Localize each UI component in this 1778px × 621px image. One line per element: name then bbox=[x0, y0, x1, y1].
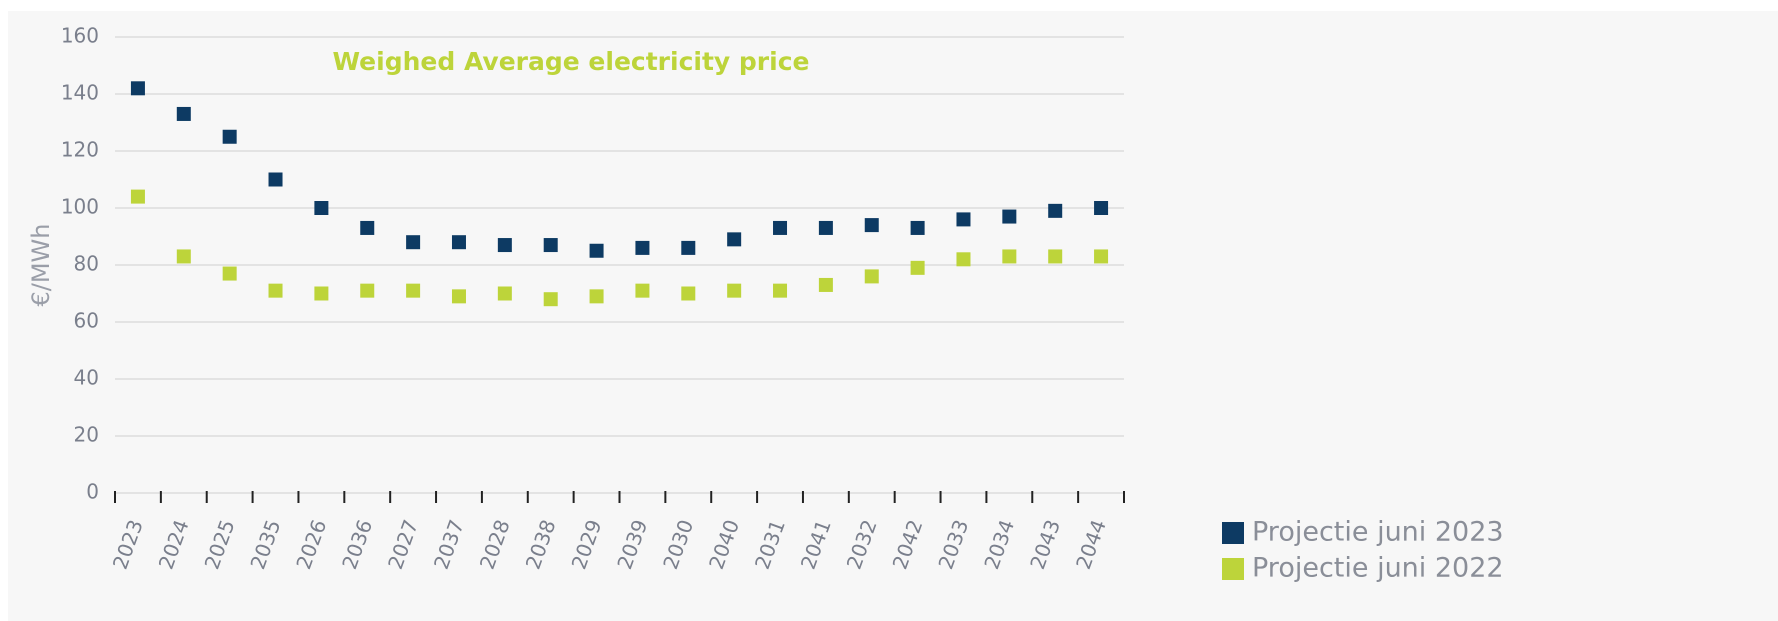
y-axis-label: €/MWh bbox=[27, 223, 55, 306]
marker bbox=[910, 260, 925, 275]
marker bbox=[268, 283, 283, 298]
marker bbox=[176, 249, 191, 264]
marker bbox=[360, 283, 375, 298]
legend-swatch bbox=[1222, 558, 1244, 580]
y-tick-label: 120 bbox=[61, 138, 99, 162]
chart-title: Weighed Average electricity price bbox=[333, 47, 810, 76]
y-tick-label: 100 bbox=[61, 195, 99, 219]
y-tick-label: 140 bbox=[61, 81, 99, 105]
y-tick-label: 80 bbox=[74, 252, 99, 276]
marker bbox=[956, 212, 971, 227]
marker bbox=[589, 289, 604, 304]
marker bbox=[818, 220, 833, 235]
marker bbox=[176, 106, 191, 121]
marker bbox=[314, 201, 329, 215]
marker bbox=[956, 252, 971, 267]
y-tick-label: 60 bbox=[74, 309, 99, 333]
marker bbox=[1094, 249, 1109, 264]
marker bbox=[1048, 249, 1063, 264]
marker bbox=[1002, 249, 1017, 264]
marker bbox=[130, 189, 145, 204]
marker bbox=[268, 172, 283, 187]
marker bbox=[910, 220, 925, 235]
marker bbox=[727, 232, 742, 247]
marker bbox=[864, 269, 879, 284]
marker bbox=[360, 220, 375, 235]
marker bbox=[773, 283, 788, 298]
marker bbox=[727, 283, 742, 298]
marker bbox=[818, 277, 833, 292]
marker bbox=[864, 218, 879, 233]
y-tick-label: 0 bbox=[86, 480, 99, 504]
marker bbox=[222, 266, 237, 281]
marker bbox=[451, 235, 466, 250]
marker bbox=[543, 238, 558, 253]
legend-label: Projectie juni 2022 bbox=[1252, 553, 1504, 584]
marker bbox=[1002, 209, 1017, 224]
marker bbox=[497, 286, 512, 301]
marker bbox=[406, 235, 421, 250]
marker bbox=[222, 129, 237, 144]
marker bbox=[406, 283, 421, 298]
y-tick-label: 40 bbox=[74, 366, 99, 390]
marker bbox=[1094, 201, 1109, 215]
marker bbox=[543, 292, 558, 307]
chart-background bbox=[8, 11, 1778, 621]
legend-swatch bbox=[1222, 522, 1244, 544]
marker bbox=[1048, 203, 1063, 218]
legend-label: Projectie juni 2023 bbox=[1252, 517, 1504, 548]
marker bbox=[451, 289, 466, 304]
marker bbox=[773, 220, 788, 235]
marker bbox=[314, 286, 329, 301]
y-tick-label: 20 bbox=[74, 423, 99, 447]
marker bbox=[497, 238, 512, 253]
marker bbox=[635, 240, 650, 255]
marker bbox=[130, 81, 145, 96]
marker bbox=[681, 286, 696, 301]
y-tick-label: 160 bbox=[61, 24, 99, 48]
marker bbox=[681, 240, 696, 255]
marker bbox=[635, 283, 650, 298]
marker bbox=[589, 243, 604, 258]
